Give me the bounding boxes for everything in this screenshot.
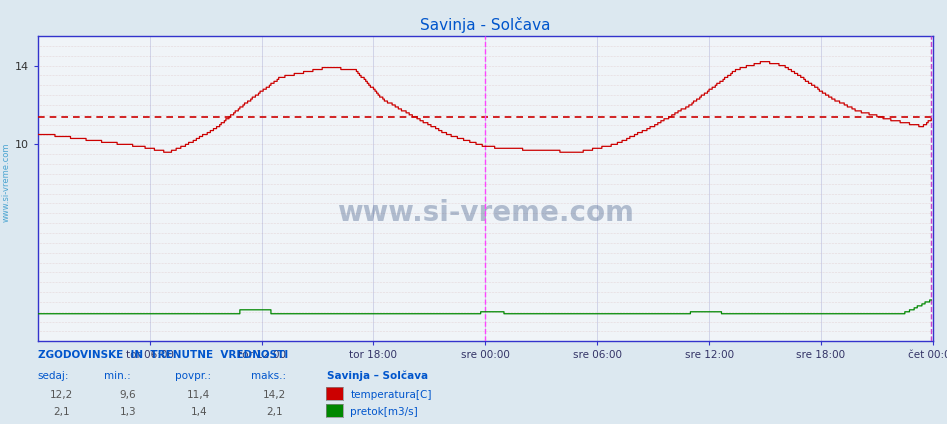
- Text: povpr.:: povpr.:: [175, 371, 211, 382]
- Text: ZGODOVINSKE  IN  TRENUTNE  VREDNOSTI: ZGODOVINSKE IN TRENUTNE VREDNOSTI: [38, 350, 288, 360]
- Text: 1,3: 1,3: [119, 407, 136, 417]
- Text: 2,1: 2,1: [53, 407, 70, 417]
- Text: sedaj:: sedaj:: [38, 371, 69, 382]
- Text: pretok[m3/s]: pretok[m3/s]: [350, 407, 419, 417]
- Text: 1,4: 1,4: [190, 407, 207, 417]
- Text: temperatura[C]: temperatura[C]: [350, 390, 432, 400]
- Text: 12,2: 12,2: [50, 390, 73, 400]
- Text: min.:: min.:: [104, 371, 131, 382]
- Text: www.si-vreme.com: www.si-vreme.com: [337, 199, 634, 227]
- Text: www.si-vreme.com: www.si-vreme.com: [1, 142, 10, 222]
- Text: 14,2: 14,2: [263, 390, 286, 400]
- Text: maks.:: maks.:: [251, 371, 286, 382]
- Text: 2,1: 2,1: [266, 407, 283, 417]
- Title: Savinja - Solčava: Savinja - Solčava: [420, 17, 550, 33]
- Text: 9,6: 9,6: [119, 390, 136, 400]
- Text: Savinja – Solčava: Savinja – Solčava: [327, 371, 428, 382]
- Text: 11,4: 11,4: [188, 390, 210, 400]
